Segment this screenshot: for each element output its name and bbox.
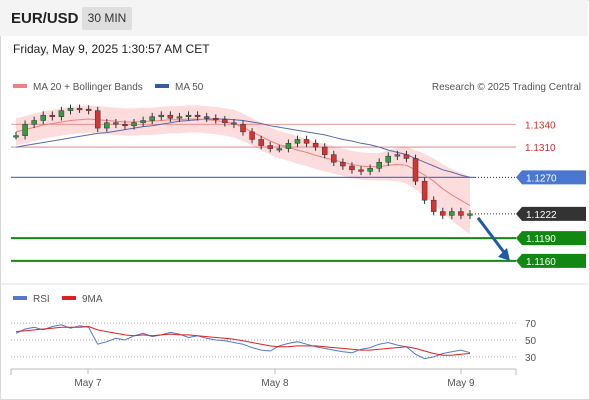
candle-body <box>358 169 364 172</box>
rsi-ma-legend-swatch <box>62 296 76 300</box>
candle-body <box>331 154 337 163</box>
price-label-text: 1.1190 <box>526 234 556 245</box>
candle-body <box>267 145 273 149</box>
candle-body <box>412 158 419 182</box>
resistance-price-label: 1.1310 <box>525 143 556 154</box>
candle-body <box>167 114 174 119</box>
candle-body <box>104 122 110 129</box>
candle-body <box>31 120 37 125</box>
price-label-text: 1.1270 <box>526 173 557 184</box>
timeframe-button[interactable]: 30 MIN <box>82 7 132 30</box>
candle-body <box>85 108 92 111</box>
candle-body <box>222 119 228 124</box>
candle-body <box>376 161 382 169</box>
candle-body <box>49 114 56 117</box>
candle-body <box>458 211 464 216</box>
rsi-line <box>15 324 471 360</box>
rsi-ma-line <box>15 325 471 356</box>
resistance-price-label: 1.1340 <box>525 120 556 131</box>
candle-body <box>294 139 301 144</box>
rsi-legend-label: RSI <box>33 294 50 305</box>
candle-body <box>285 143 292 149</box>
candle-body <box>440 211 446 216</box>
candle-body <box>149 116 155 121</box>
candle-body <box>249 131 255 140</box>
rsi-level-label: 50 <box>525 336 537 347</box>
rsi-level-label: 70 <box>525 319 537 330</box>
price-label-tag <box>516 170 586 185</box>
candle-body <box>176 116 183 119</box>
candle-body <box>421 180 428 201</box>
symbol-label: EUR/USD <box>11 10 79 27</box>
candle-body <box>385 155 392 163</box>
price-label-tag <box>516 206 586 221</box>
candle-body <box>403 154 410 159</box>
candle-body <box>203 116 210 119</box>
candle-body <box>13 135 19 138</box>
candle-body <box>467 213 473 216</box>
candle-body <box>340 161 346 167</box>
price-label-text: 1.1160 <box>526 257 556 268</box>
ma50-legend-label: MA 50 <box>175 82 204 93</box>
candle-body <box>67 108 74 111</box>
price-label-tag <box>516 253 586 268</box>
candle-body <box>213 117 219 120</box>
candle-body <box>430 199 437 212</box>
forecast-arrow-shaft <box>476 216 508 256</box>
candle-body <box>158 114 165 117</box>
candle-body <box>231 122 237 125</box>
legend: MA 20 + Bollinger Bands MA 50 Research ©… <box>13 82 581 93</box>
price-label-text: 1.1222 <box>526 210 557 221</box>
candle-body <box>367 168 373 172</box>
x-axis-tick-label: May 8 <box>261 378 289 389</box>
candle-body <box>303 139 310 144</box>
candle-body <box>140 120 146 124</box>
candle-body <box>321 146 328 155</box>
candle-body <box>276 148 283 151</box>
rsi-level-label: 30 <box>525 353 537 364</box>
x-axis-tick-label: May 9 <box>447 378 475 389</box>
candle-body <box>76 108 83 111</box>
candle-body <box>185 114 192 117</box>
copyright: Research © 2025 Trading Central <box>432 82 581 93</box>
candle-body <box>58 110 65 117</box>
candle-body <box>449 211 455 216</box>
forecast-arrow-head <box>498 247 510 261</box>
candle-body <box>240 124 246 133</box>
candle-body <box>40 114 46 121</box>
candle-body <box>258 139 264 146</box>
candle-body <box>349 165 355 171</box>
candle-body <box>122 124 128 127</box>
ma50-legend-swatch <box>155 84 169 88</box>
candle-body <box>394 154 401 157</box>
x-axis-tick-label: May 7 <box>74 378 102 389</box>
ma20-legend-label: MA 20 + Bollinger Bands <box>33 82 143 93</box>
ma20-legend-swatch <box>13 84 27 88</box>
rsi-legend: RSI 9MA <box>13 294 103 305</box>
timestamp: Friday, May 9, 2025 1:30:57 AM CET <box>13 42 210 56</box>
candle-body <box>312 143 319 148</box>
candle-body <box>194 114 201 117</box>
rsi-legend-swatch <box>13 296 27 300</box>
candle-body <box>94 110 101 129</box>
candle-body <box>22 124 28 136</box>
price-label-tag <box>516 231 586 246</box>
rsi-ma-legend-label: 9MA <box>82 294 103 305</box>
candle-body <box>131 122 137 127</box>
candle-body <box>113 122 119 125</box>
